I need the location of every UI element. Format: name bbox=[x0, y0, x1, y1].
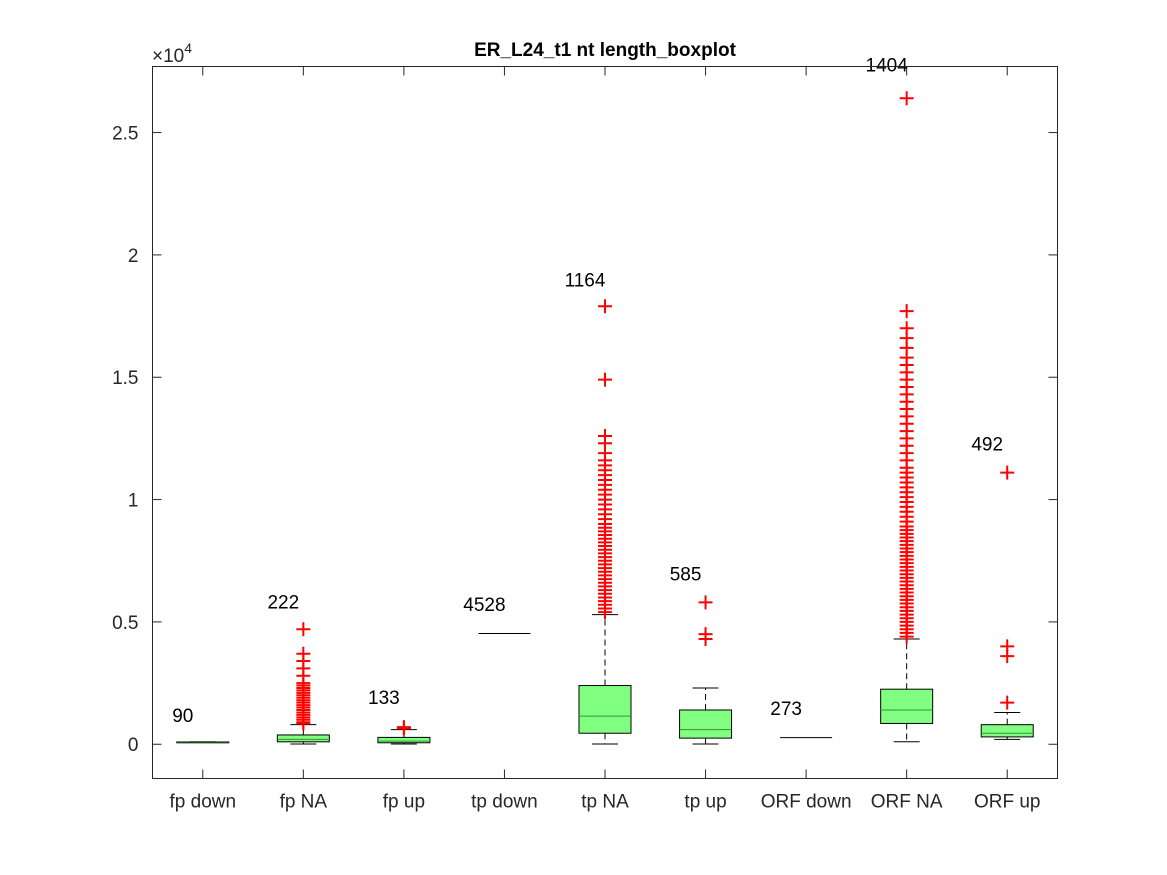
x-tick-label: tp up bbox=[684, 792, 726, 813]
count-label: 492 bbox=[971, 435, 1003, 456]
outlier-marker bbox=[899, 304, 914, 319]
x-tick-label: fp up bbox=[383, 792, 425, 813]
count-label: 1404 bbox=[866, 55, 909, 76]
box-iqr bbox=[578, 685, 632, 734]
x-tick-label: ORF up bbox=[974, 792, 1041, 813]
y-exponent-power: 4 bbox=[184, 40, 192, 56]
axes-box bbox=[152, 66, 1058, 779]
x-tick-label: fp down bbox=[170, 792, 237, 813]
outlier-marker bbox=[899, 321, 914, 336]
x-tick-label: ORF down bbox=[761, 792, 852, 813]
outlier-marker bbox=[1000, 639, 1015, 654]
plot-area: 0 0.5 1 1.5 2 2.5 fp down fp NA fp up tp down tp N… bbox=[112, 55, 1058, 813]
count-label: 133 bbox=[368, 688, 400, 709]
outlier-marker bbox=[296, 622, 311, 637]
count-label: 1164 bbox=[565, 271, 606, 292]
count-label: 273 bbox=[770, 699, 802, 720]
outlier-marker bbox=[1000, 465, 1015, 480]
count-label: 222 bbox=[267, 592, 299, 613]
y-exponent-base: ×10 bbox=[152, 46, 184, 67]
outlier-marker bbox=[296, 646, 311, 661]
x-tick-label: fp NA bbox=[280, 792, 328, 813]
box-iqr bbox=[276, 734, 330, 743]
outlier-marker bbox=[1000, 695, 1015, 710]
box-iqr bbox=[377, 736, 431, 744]
y-tick-label: 1.5 bbox=[112, 368, 138, 389]
y-tick-label: 1 bbox=[128, 491, 139, 512]
count-label: 90 bbox=[172, 706, 193, 727]
y-tick-label: 0.5 bbox=[112, 613, 138, 634]
outlier-marker bbox=[698, 627, 713, 642]
box-iqr bbox=[880, 688, 934, 724]
y-tick-label: 2.5 bbox=[112, 124, 138, 145]
x-tick-label: tp NA bbox=[581, 792, 629, 813]
outlier-marker bbox=[698, 595, 713, 610]
outlier-marker bbox=[899, 91, 914, 106]
chart-title: ER_L24_t1 nt length_boxplot bbox=[474, 40, 736, 61]
y-tick-label: 0 bbox=[128, 735, 139, 756]
x-tick-label: ORF NA bbox=[871, 792, 943, 813]
box-iqr bbox=[679, 709, 733, 739]
outlier-marker bbox=[598, 299, 612, 314]
box-iqr bbox=[980, 724, 1034, 738]
y-exponent-label: ×104 bbox=[152, 40, 192, 67]
count-label: 4528 bbox=[463, 595, 505, 616]
outlier-marker bbox=[598, 372, 612, 387]
x-tick-label: tp down bbox=[471, 792, 538, 813]
outlier-marker bbox=[396, 720, 411, 735]
count-label: 585 bbox=[670, 564, 702, 585]
y-tick-label: 2 bbox=[128, 246, 139, 267]
outlier-marker bbox=[598, 428, 612, 443]
